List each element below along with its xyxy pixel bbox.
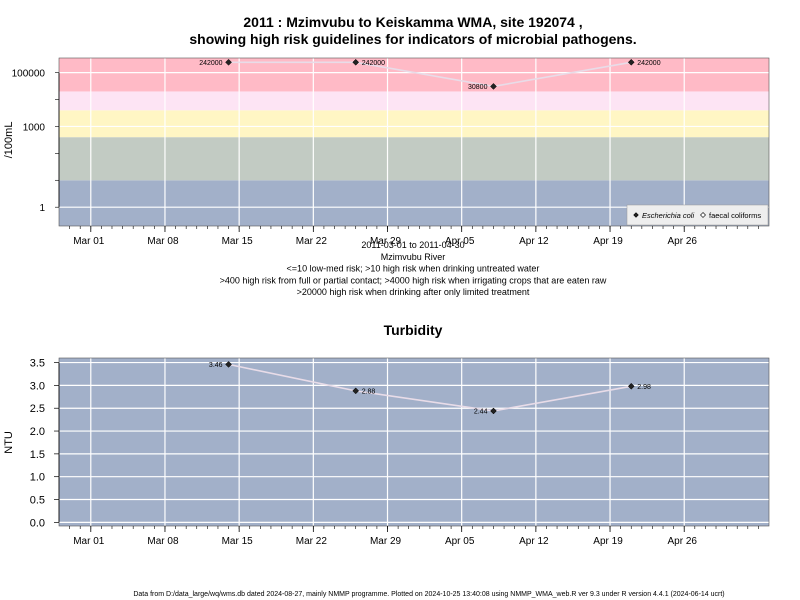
risk-band bbox=[59, 110, 769, 138]
x-caption-line: >400 high risk from full or partial cont… bbox=[220, 275, 607, 285]
data-point bbox=[490, 407, 497, 415]
x-tick-label: Apr 19 bbox=[593, 236, 623, 247]
risk-band bbox=[59, 137, 769, 181]
panel-title: Turbidity bbox=[384, 322, 443, 338]
x-tick-label: Apr 05 bbox=[445, 236, 475, 247]
data-point bbox=[490, 83, 497, 90]
x-tick-label: Mar 01 bbox=[73, 536, 105, 547]
y-tick-label: 1.5 bbox=[30, 449, 45, 461]
x-tick-label: Apr 19 bbox=[593, 536, 623, 547]
data-point bbox=[225, 58, 232, 66]
legend-label: faecal coliforms bbox=[709, 211, 761, 220]
data-point bbox=[627, 58, 635, 66]
x-tick-label: Mar 15 bbox=[222, 536, 254, 547]
y-tick-label: 3.5 bbox=[30, 358, 45, 370]
x-caption-line: >20000 high risk when drinking after onl… bbox=[297, 287, 530, 297]
turbidity-panel: Turbidity 0.0 0.5 1.0 1.5 2.0 2.5 3.0 3.5 NTU Mar … bbox=[3, 322, 770, 547]
risk-band bbox=[59, 58, 769, 92]
x-tick-label: Mar 22 bbox=[296, 236, 328, 247]
data-label: 30800 bbox=[468, 84, 488, 91]
x-tick-label: Apr 26 bbox=[667, 236, 697, 247]
data-point bbox=[225, 361, 232, 368]
microbial-panel: 1 1000 100000/100mL Mar 01 Mar 08 Mar 15 Mar 2… bbox=[3, 57, 770, 297]
legend-marker-filled-diamond bbox=[633, 212, 639, 218]
x-tick-label: Mar 08 bbox=[147, 536, 179, 547]
data-label: 242000 bbox=[199, 60, 222, 67]
x-tick-label: Mar 01 bbox=[73, 236, 105, 247]
x-tick-label: Apr 12 bbox=[519, 236, 549, 247]
data-label: 242000 bbox=[637, 60, 660, 67]
y-tick-label: 0.5 bbox=[30, 495, 45, 507]
data-point bbox=[352, 387, 360, 395]
x-caption-line: Mzimvubu River bbox=[381, 252, 446, 262]
y-tick-label: 2.0 bbox=[30, 426, 45, 438]
x-tick-label: Mar 29 bbox=[370, 536, 402, 547]
y-tick-label: 0.0 bbox=[30, 517, 45, 529]
data-point bbox=[627, 382, 635, 390]
y-tick-label: 2.5 bbox=[30, 403, 45, 415]
y-axis-label: /100mL bbox=[3, 122, 15, 159]
data-point bbox=[352, 58, 360, 66]
y-tick-label: 1.0 bbox=[30, 472, 45, 484]
series-line bbox=[228, 363, 632, 412]
series-line bbox=[228, 61, 632, 88]
x-tick-label: Mar 15 bbox=[222, 236, 254, 247]
x-tick-label: Apr 12 bbox=[519, 536, 549, 547]
y-axis-label: NTU bbox=[3, 431, 15, 454]
x-tick-label: Apr 05 bbox=[445, 536, 475, 547]
y-tick-label: 1000 bbox=[23, 122, 46, 133]
legend-label: Escherichia coli bbox=[642, 211, 694, 220]
x-caption-line: 2011-03-01 to 2011-04-30 bbox=[361, 240, 464, 250]
plot-background bbox=[59, 358, 769, 526]
x-tick-label: Mar 08 bbox=[147, 236, 179, 247]
x-tick-label: Mar 22 bbox=[296, 536, 328, 547]
footer-note: Data from D:/data_large/wq/wms.db dated … bbox=[133, 591, 724, 598]
risk-band bbox=[59, 91, 769, 111]
y-tick-label: 1 bbox=[39, 203, 45, 214]
data-label: 2.98 bbox=[637, 384, 651, 391]
chart-title-line2: showing high risk guidelines for indicat… bbox=[189, 31, 636, 47]
legend-box bbox=[626, 204, 769, 226]
x-caption-line: <=10 low-med risk; >10 high risk when dr… bbox=[287, 264, 540, 274]
x-tick-label: Apr 26 bbox=[667, 536, 697, 547]
data-label: 242000 bbox=[362, 60, 385, 67]
data-label: 3.46 bbox=[209, 362, 223, 369]
y-tick-label: 100000 bbox=[12, 69, 46, 80]
x-tick-label: Mar 29 bbox=[370, 236, 402, 247]
chart-title-line1: 2011 : Mzimvubu to Keiskamma WMA, site 1… bbox=[243, 14, 582, 30]
data-label: 2.44 bbox=[474, 408, 488, 415]
legend: Escherichia coli faecal coliforms bbox=[626, 204, 769, 226]
y-tick-label: 3.0 bbox=[30, 380, 45, 392]
legend-marker-open-diamond bbox=[700, 212, 706, 218]
data-label: 2.88 bbox=[362, 388, 376, 395]
